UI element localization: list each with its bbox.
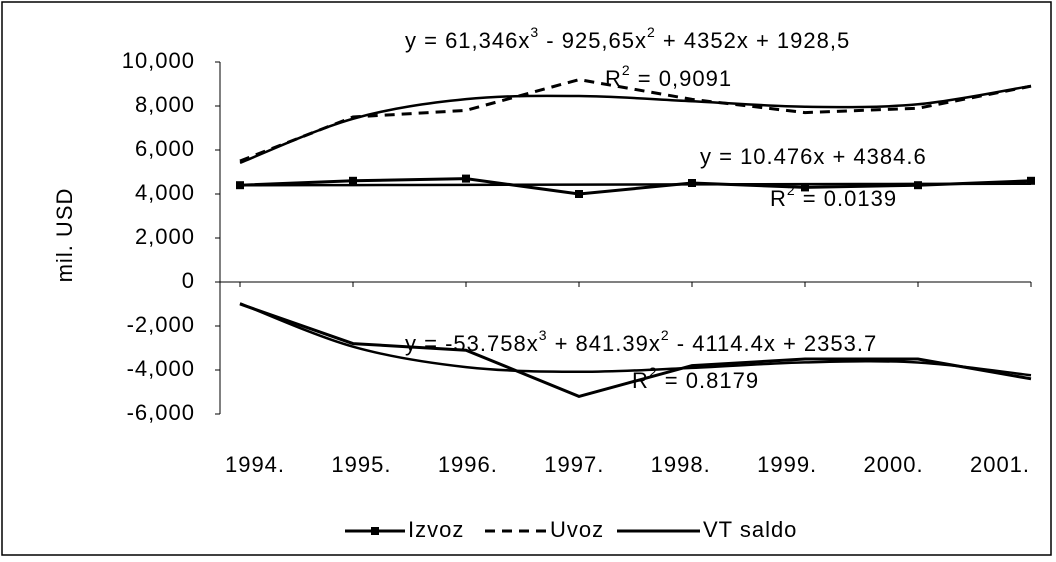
series-marker — [236, 181, 244, 190]
annotation-text: R — [632, 368, 649, 393]
trend-annotation: y = -53.758x3 + 841.39x2 - 4114.4x + 235… — [405, 327, 877, 356]
series-marker — [349, 176, 357, 185]
trend-annotation: R2 = 0.8179 — [632, 364, 759, 393]
y-tick-label: -4,000 — [127, 356, 195, 381]
y-tick-label: -6,000 — [127, 400, 195, 425]
y-tick-label: 2,000 — [135, 224, 195, 249]
annotation-text: R — [605, 66, 622, 91]
legend-label: VT saldo — [703, 517, 797, 542]
annotation-text: + 4352x + 1928,5 — [656, 28, 850, 53]
annotation-text: y = -53.758x — [405, 331, 539, 356]
annotation-text: = 0.8179 — [658, 368, 759, 393]
legend-marker — [371, 527, 379, 535]
superscript: 3 — [530, 24, 539, 40]
y-tick-label: 8,000 — [135, 92, 195, 117]
series-marker — [1027, 176, 1035, 185]
annotation-text: + 841.39x — [547, 331, 660, 356]
annotation-text: = 0,9091 — [631, 66, 732, 91]
series-line — [239, 177, 1032, 196]
trend-annotation: R2 = 0.0139 — [770, 182, 897, 211]
x-tick-label: 1995. — [331, 452, 391, 477]
legend-label: Uvoz — [550, 517, 604, 542]
superscript: 2 — [661, 327, 670, 343]
x-tick-label: 2000. — [864, 452, 924, 477]
x-tick-label: 1996. — [438, 452, 498, 477]
superscript: 2 — [649, 364, 658, 380]
series-line — [239, 302, 1032, 398]
y-tick-label: -2,000 — [127, 312, 195, 337]
annotation-text: - 925,65x — [539, 28, 647, 53]
x-tick-label: 1994. — [225, 452, 285, 477]
trendline — [239, 302, 1032, 377]
y-tick-label: 6,000 — [135, 136, 195, 161]
y-tick-label: 0 — [182, 268, 195, 293]
annotation-text: y = 10.476x + 4384.6 — [700, 144, 927, 169]
series-line — [239, 78, 1032, 163]
series-marker — [914, 181, 922, 190]
y-tick-label: 4,000 — [135, 180, 195, 205]
superscript: 2 — [647, 24, 656, 40]
x-tick-label: 2001. — [970, 452, 1030, 477]
series-marker — [688, 179, 696, 187]
superscript: 2 — [787, 182, 796, 198]
x-tick-label: 1997. — [544, 452, 604, 477]
annotation-text: - 4114.4x + 2353.7 — [670, 331, 878, 356]
annotation-text: y = 61,346x — [405, 28, 530, 53]
series-marker — [462, 174, 470, 183]
series-marker — [575, 190, 583, 198]
trend-annotation: y = 10.476x + 4384.6 — [700, 144, 927, 169]
trend-annotation: y = 61,346x3 - 925,65x2 + 4352x + 1928,5 — [405, 24, 850, 53]
trend-annotation: R2 = 0,9091 — [605, 62, 732, 91]
annotation-text: R — [770, 186, 787, 211]
y-tick-label: 10,000 — [122, 48, 195, 73]
superscript: 3 — [539, 327, 548, 343]
series-marker — [801, 183, 809, 192]
y-axis-label: mil. USD — [52, 188, 77, 283]
annotation-text: = 0.0139 — [796, 186, 897, 211]
legend-label: Izvoz — [408, 517, 464, 542]
x-tick-label: 1998. — [651, 452, 711, 477]
superscript: 2 — [622, 62, 631, 78]
x-tick-label: 1999. — [757, 452, 817, 477]
